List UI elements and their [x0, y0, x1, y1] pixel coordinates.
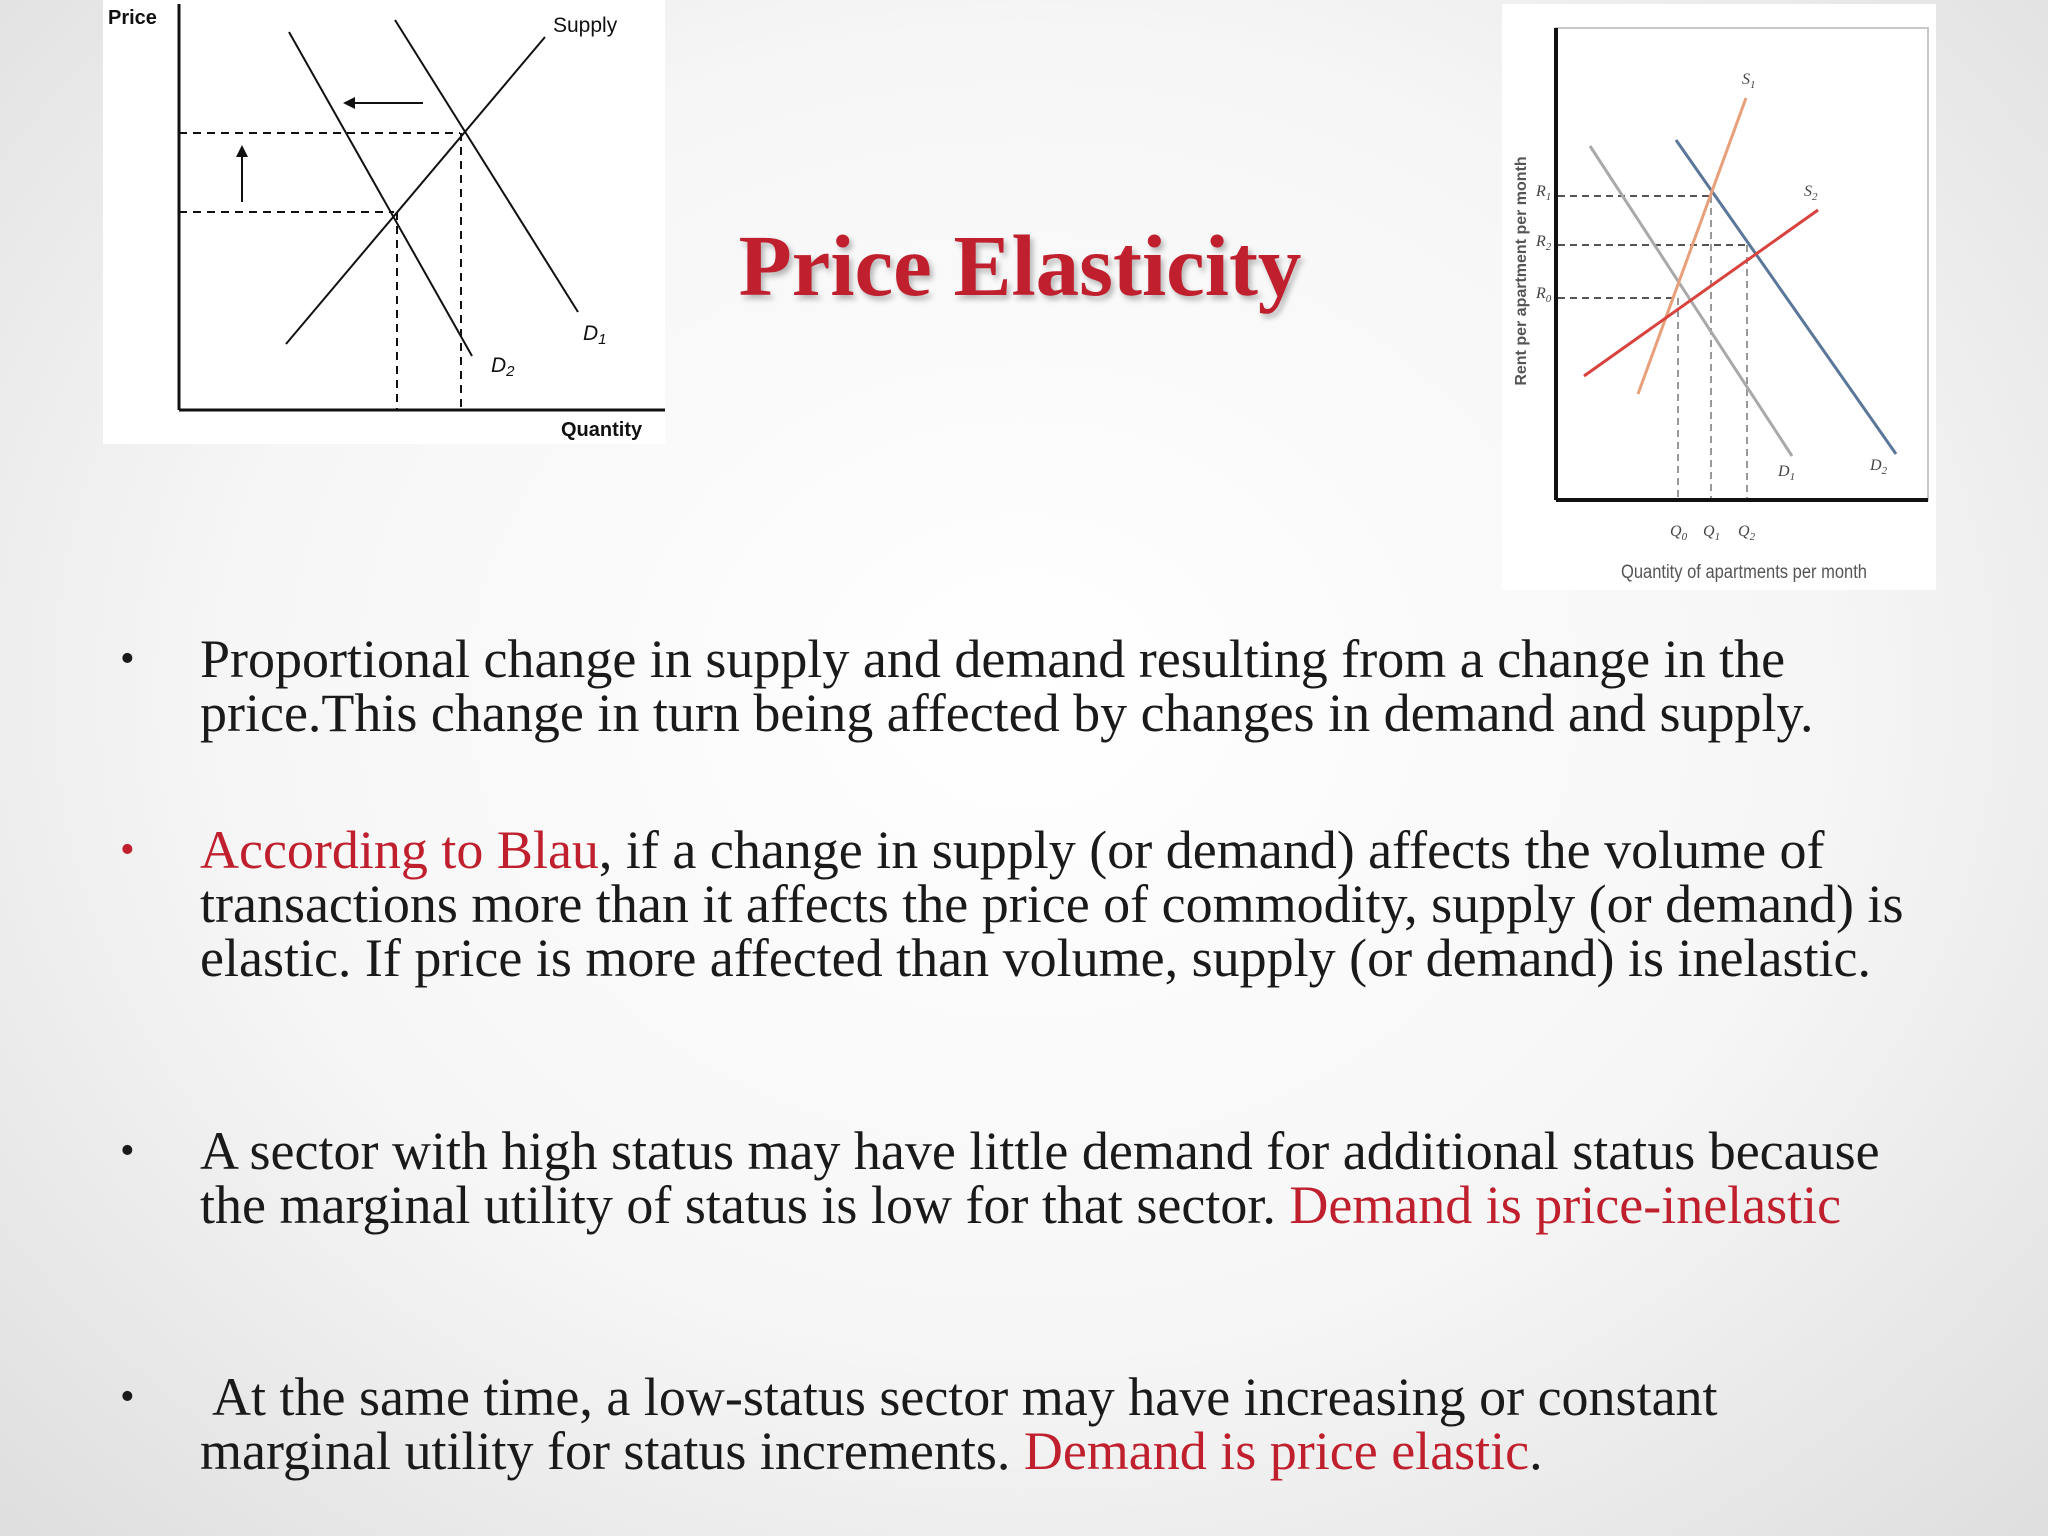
left-demand-d1-curve [394, 19, 579, 313]
bullet-tail: . [1529, 1421, 1543, 1481]
right-supply-s2-curve [1583, 208, 1819, 378]
up-arrow-icon [236, 145, 248, 202]
right-r1-label: R1 [1535, 183, 1551, 203]
bullet-body: , if a change in supply (or demand) affe… [200, 820, 1904, 988]
bullet-marker: • [120, 1374, 135, 1420]
bullet-marker: • [120, 827, 135, 873]
bullet-item: • Proportional change in supply and dema… [120, 629, 1920, 743]
right-q1-label: Q1 [1703, 523, 1720, 543]
left-supply-curve [285, 36, 546, 345]
right-q0-label: Q0 [1670, 523, 1688, 543]
left-d1-label: D1 [583, 322, 607, 348]
bullet-text: Proportional change in supply and demand… [200, 629, 1814, 743]
right-supply-s1-curve [1636, 97, 1748, 395]
right-s2-label: S2 [1804, 183, 1818, 203]
right-rent-market-figure: Rent per apartment per month Quantity of… [1502, 4, 1936, 590]
slide-title: Price Elasticity [738, 217, 1302, 314]
right-q2-label: Q2 [1738, 523, 1756, 543]
bullet-body: At the same time, a low-status sector ma… [200, 1367, 1718, 1481]
bullet-item: • According to Blau, if a change in supp… [120, 820, 1920, 988]
left-supply-label: Supply [553, 14, 618, 37]
blau-reference: According to Blau [200, 820, 599, 880]
bullet-marker: • [120, 1128, 135, 1174]
left-supply-demand-figure: Price Quantity Supply D1 D2 [103, 0, 665, 444]
bullet-text: At the same time, a low-status sector ma… [200, 1367, 1718, 1481]
right-d2-label: D2 [1869, 457, 1888, 477]
bullet-highlight: Demand is price elastic [1023, 1421, 1530, 1481]
bullet-text: According to Blau, if a change in supply… [200, 820, 1904, 988]
bullet-body: A sector with high status may have littl… [200, 1121, 1880, 1235]
left-demand-d2-curve [288, 31, 473, 357]
left-shift-arrow-icon [343, 97, 423, 109]
right-x-axis-label: Quantity of apartments per month [1621, 562, 1867, 583]
left-x-axis-label: Quantity [561, 419, 643, 441]
bullet-item: • At the same time, a low-status sector … [120, 1367, 1920, 1481]
bullet-highlight: Demand is price-inelastic [1289, 1175, 1842, 1235]
bullet-text: A sector with high status may have littl… [200, 1121, 1880, 1235]
bullet-marker: • [120, 636, 135, 682]
right-d1-label: D1 [1777, 463, 1795, 483]
bullet-item: • A sector with high status may have lit… [120, 1121, 1920, 1235]
right-r0-label: R0 [1535, 285, 1552, 305]
right-y-axis-label: Rent per apartment per month [1513, 156, 1530, 385]
right-s1-label: S1 [1742, 71, 1756, 91]
left-y-axis-label: Price [108, 7, 157, 29]
right-r2-label: R2 [1535, 233, 1552, 253]
left-d2-label: D2 [491, 354, 515, 380]
